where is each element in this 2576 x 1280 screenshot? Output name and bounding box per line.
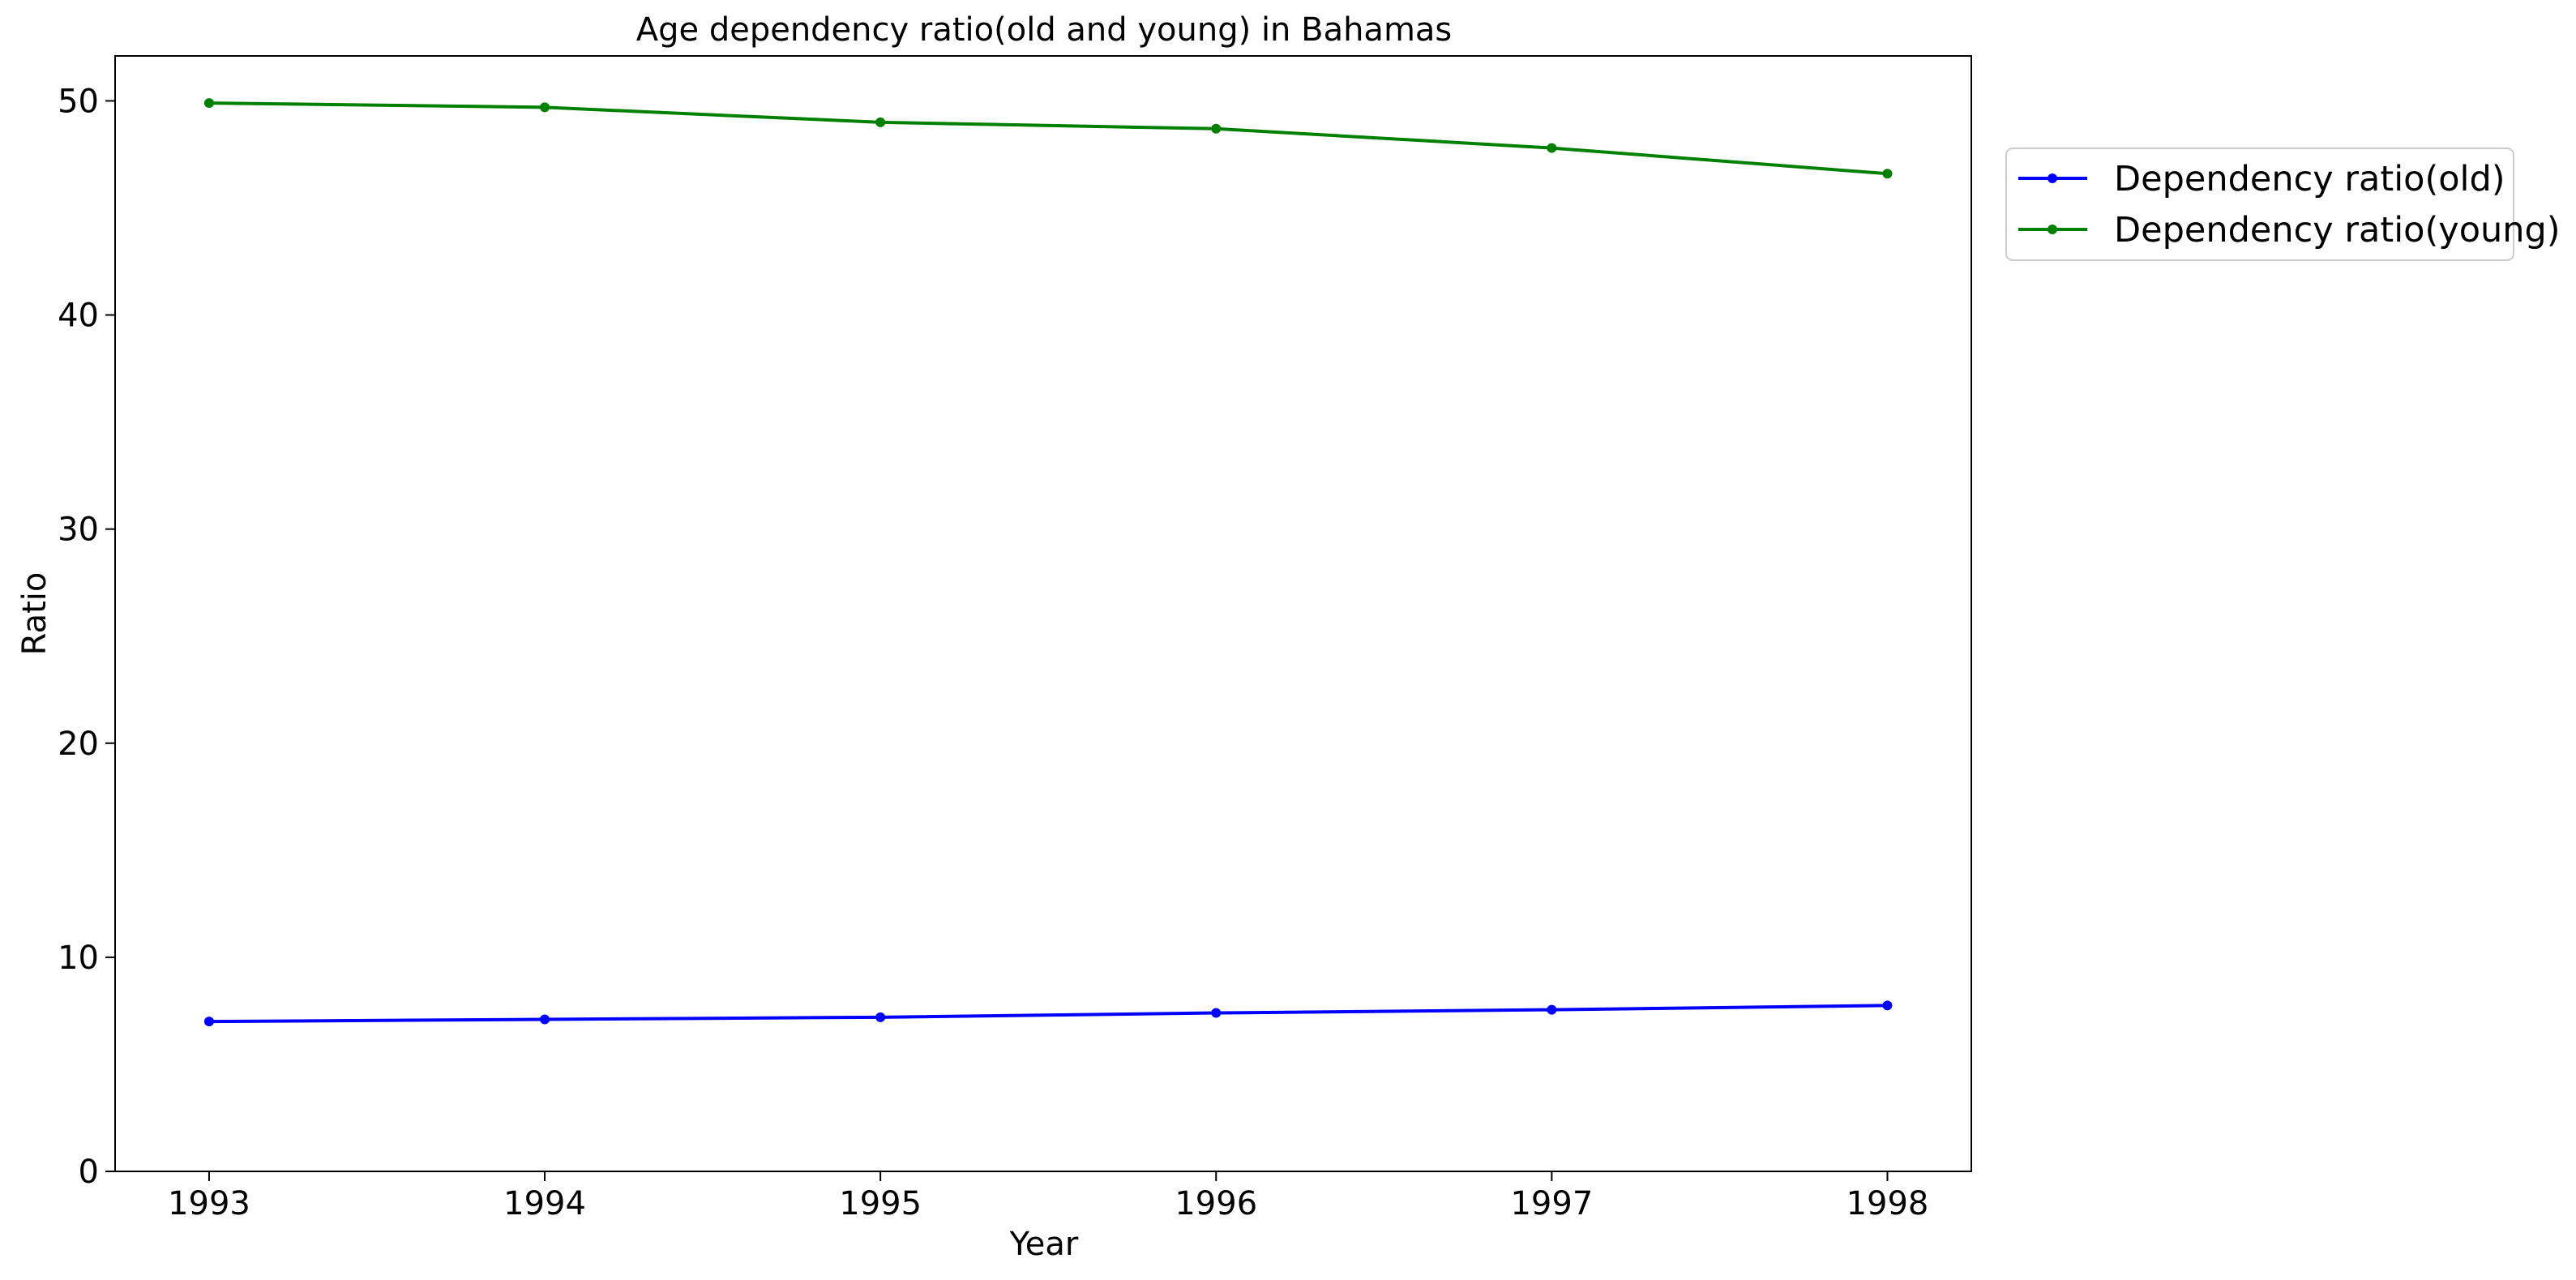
legend-box [2005,148,2514,261]
series-0 [203,1000,1893,1027]
legend-item: Dependency ratio(old) [2018,159,2505,199]
x-axis-ticks: 1993 1994 1995 1996 1997 1998 [168,1171,1928,1222]
chart-title: Age dependency ratio(old and young) in B… [636,11,1453,49]
y-tick-label: 40 [58,298,99,335]
legend: Dependency ratio(old) Dependency ratio(yo… [2005,148,2561,261]
data-point [1882,1000,1893,1011]
x-tick-label: 1993 [168,1185,250,1222]
y-tick-label: 10 [58,940,99,977]
legend-label: Dependency ratio(young) [2114,210,2561,250]
data-point [1547,1004,1557,1015]
series-line [207,101,1889,176]
y-tick-label: 0 [79,1154,99,1191]
x-tick-label: 1994 [503,1185,586,1222]
legend-swatch-marker [2048,225,2057,234]
x-tick-label: 1995 [839,1185,922,1222]
data-point [1211,123,1222,134]
y-tick-label: 50 [58,83,99,120]
legend-label: Dependency ratio(old) [2114,159,2505,199]
plot-area-frame [114,55,1972,1172]
data-point [540,102,550,113]
series-line [207,1004,1889,1024]
data-point [1547,143,1557,153]
data-point [540,1014,550,1025]
y-tick-label: 20 [58,726,99,763]
y-axis-ticks: 0 10 20 30 40 50 [58,83,115,1191]
legend-item: Dependency ratio(young) [2018,210,2561,250]
series-1 [203,98,1893,179]
x-tick-label: 1996 [1175,1185,1257,1222]
legend-swatch-marker [2048,173,2057,183]
y-tick-label: 30 [58,512,99,549]
series-layer [203,98,1893,1027]
data-point [875,1012,886,1022]
x-tick-label: 1998 [1846,1185,1929,1222]
x-axis-title: Year [1009,1226,1079,1263]
data-point [203,98,214,109]
data-point [875,117,886,127]
data-point [1882,169,1893,179]
data-point [1211,1008,1222,1018]
x-tick-label: 1997 [1510,1185,1593,1222]
y-axis-title: Ratio [16,572,53,656]
data-point [203,1017,214,1027]
